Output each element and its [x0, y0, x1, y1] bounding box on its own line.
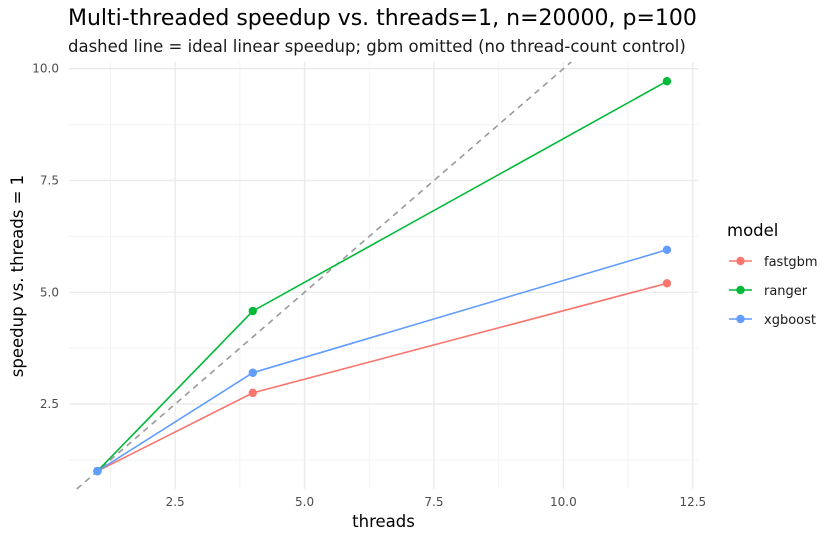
series-line-xgboost [97, 249, 668, 472]
series-line-ranger [96, 80, 668, 472]
legend-label-fastgbm: fastgbm [764, 255, 818, 270]
legend-key-point-ranger [736, 285, 745, 295]
legend: model fastgbm ranger xgboost [727, 221, 818, 328]
data-point-xgboost [93, 466, 102, 476]
x-tick-label: 2.5 [166, 495, 185, 509]
data-point-ranger [248, 306, 257, 316]
y-tick-label: 5.0 [40, 285, 59, 299]
y-tick-label: 10.0 [32, 62, 59, 76]
y-tick-label: 7.5 [40, 173, 59, 187]
data-point-fastgbm [662, 279, 672, 288]
grid [69, 62, 698, 489]
legend-label-xgboost: xgboost [764, 313, 816, 328]
series-layer [93, 77, 672, 476]
chart-title: Multi-threaded speedup vs. threads=1, n=… [68, 6, 697, 31]
x-tick-label: 5.0 [295, 495, 314, 509]
data-point-ranger [662, 77, 672, 86]
series-line-fastgbm [97, 282, 668, 472]
x-tick-label: 10.0 [550, 495, 577, 509]
data-point-xgboost [662, 245, 672, 254]
chart-subtitle: dashed line = ideal linear speedup; gbm … [68, 37, 686, 56]
tick-labels: 2.5 5.0 7.5 10.0 12.5 2.5 5.0 7.5 10.0 [32, 62, 706, 509]
data-point-fastgbm [248, 388, 257, 398]
ideal-speedup-line [76, 61, 572, 490]
data-point-xgboost [248, 368, 257, 377]
legend-title: model [727, 221, 778, 240]
legend-label-ranger: ranger [764, 284, 808, 299]
x-tick-label: 7.5 [424, 495, 443, 509]
y-tick-label: 2.5 [40, 397, 59, 411]
legend-key-point-fastgbm [736, 256, 745, 266]
x-tick-label: 12.5 [679, 495, 706, 509]
legend-key-point-xgboost [736, 314, 745, 324]
x-axis-title: threads [352, 512, 415, 531]
reference-line-layer [76, 61, 572, 490]
y-axis-title: speedup vs. threads = 1 [8, 175, 27, 377]
